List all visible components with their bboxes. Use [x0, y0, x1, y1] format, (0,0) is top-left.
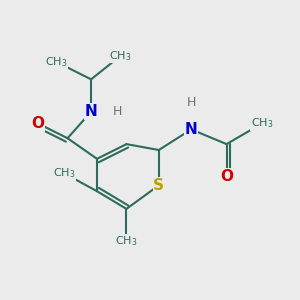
Text: CH$_3$: CH$_3$	[44, 55, 67, 69]
Text: CH$_3$: CH$_3$	[53, 167, 76, 181]
Text: N: N	[85, 104, 98, 119]
Text: CH$_3$: CH$_3$	[115, 234, 138, 248]
Text: CH$_3$: CH$_3$	[109, 49, 132, 63]
Text: O: O	[220, 169, 233, 184]
Text: CH$_3$: CH$_3$	[250, 117, 273, 130]
Text: O: O	[32, 116, 45, 131]
Text: S: S	[153, 178, 164, 193]
Text: N: N	[185, 122, 198, 137]
Text: H: H	[113, 105, 122, 118]
Text: H: H	[187, 96, 196, 110]
